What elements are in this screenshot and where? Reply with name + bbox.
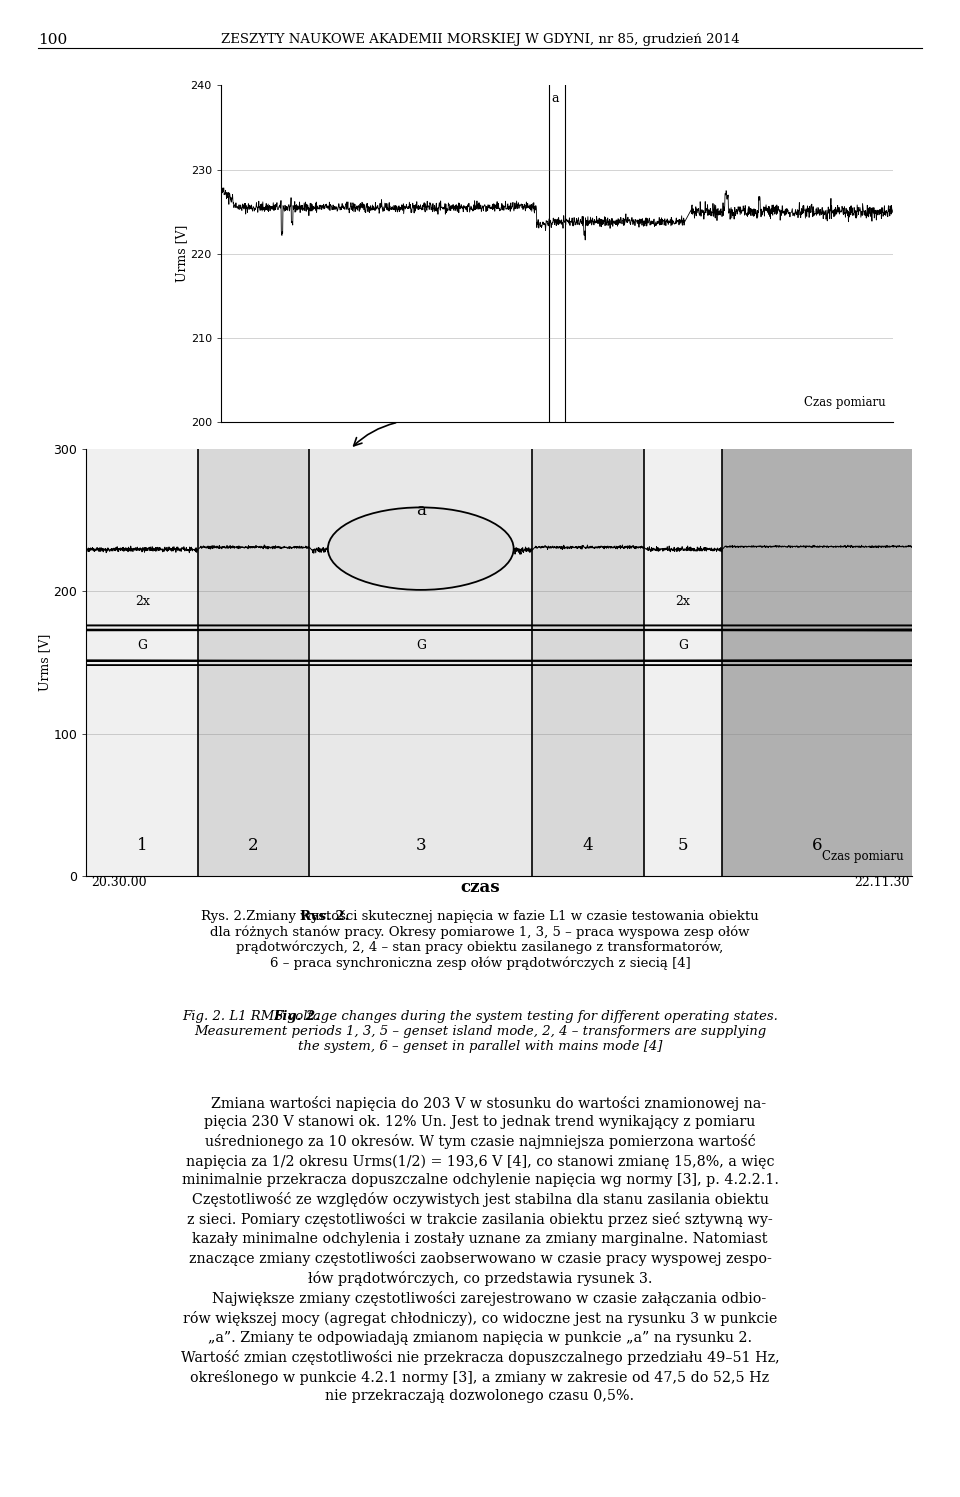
Bar	[309, 449, 532, 876]
Y-axis label: Urms [V]: Urms [V]	[175, 225, 188, 283]
Text: a: a	[416, 501, 425, 519]
Text: Czas pomiaru: Czas pomiaru	[822, 850, 903, 862]
Text: czas: czas	[460, 879, 500, 897]
Text: 22.11.30: 22.11.30	[854, 876, 910, 889]
Text: Rys. 2.: Rys. 2.	[300, 910, 348, 924]
Text: 5: 5	[678, 837, 688, 855]
Text: Zmiana wartości napięcia do 203 V w stosunku do wartości znamionowej na-
pięcia : Zmiana wartości napięcia do 203 V w stos…	[180, 1096, 780, 1404]
Text: 3: 3	[416, 837, 426, 855]
Text: 20.30.00: 20.30.00	[91, 876, 147, 889]
Text: 4: 4	[583, 837, 593, 855]
Text: G: G	[416, 639, 426, 651]
Text: 6: 6	[812, 837, 823, 855]
Ellipse shape	[328, 507, 514, 590]
Text: G: G	[678, 639, 688, 651]
Bar	[86, 449, 198, 876]
Text: 100: 100	[38, 33, 67, 46]
Bar	[532, 449, 644, 876]
Bar	[722, 449, 912, 876]
Bar	[198, 449, 309, 876]
Text: ZESZYTY NAUKOWE AKADEMII MORSKIEJ W GDYNI, nr 85, grudzień 2014: ZESZYTY NAUKOWE AKADEMII MORSKIEJ W GDYN…	[221, 33, 739, 46]
Text: 1: 1	[137, 837, 148, 855]
Text: 2: 2	[249, 837, 259, 855]
Text: G: G	[137, 639, 147, 651]
Y-axis label: Urms [V]: Urms [V]	[37, 633, 51, 692]
Bar	[644, 449, 722, 876]
Text: Czas pomiaru: Czas pomiaru	[804, 395, 886, 409]
Text: Fig. 2. L1 RMS voltage changes during the system testing for different operating: Fig. 2. L1 RMS voltage changes during th…	[182, 1010, 778, 1054]
Text: 2x: 2x	[676, 596, 690, 608]
Text: a: a	[552, 93, 560, 105]
Text: 2x: 2x	[134, 596, 150, 608]
Text: Rys. 2.Zmiany wartości skutecznej napięcia w fazie L1 w czasie testowania obiekt: Rys. 2.Zmiany wartości skutecznej napięc…	[202, 910, 758, 970]
Text: Fig. 2.: Fig. 2.	[274, 1010, 321, 1024]
